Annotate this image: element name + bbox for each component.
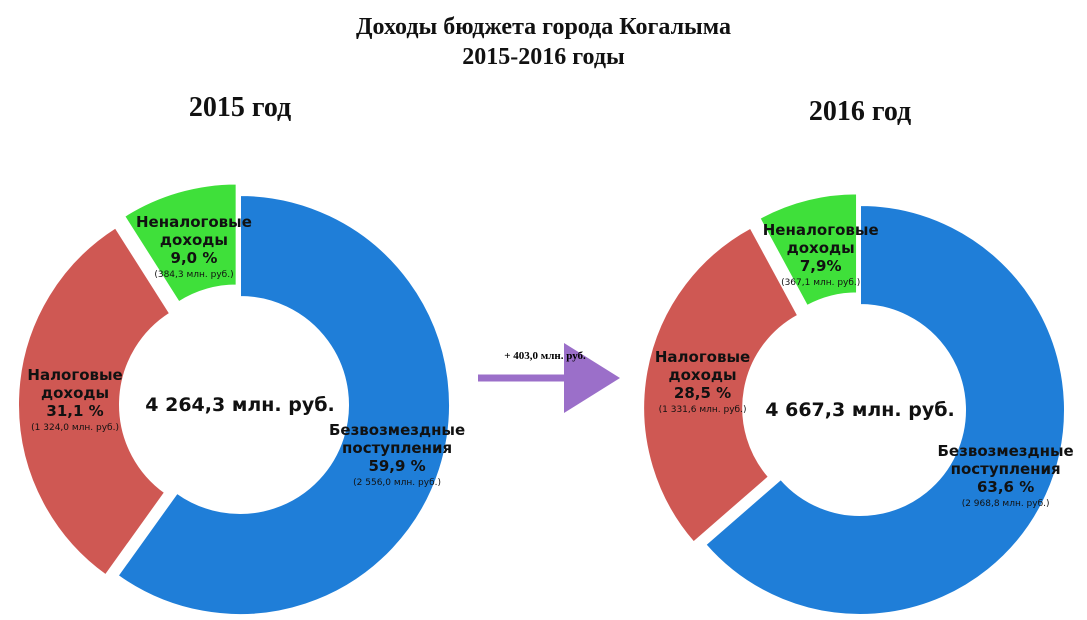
- category-label: Безвозмездные поступления: [328, 421, 466, 458]
- detail-label: (2 556,0 млн. руб.): [353, 478, 441, 489]
- slice-label: Безвозмездные поступления 63,6 % (2 968,8 …: [936, 442, 1076, 510]
- donut-slice: [703, 203, 1066, 616]
- annotation: + 403,0 млн. руб.: [504, 350, 586, 362]
- subtitle: 2015-2016 годы: [462, 44, 625, 70]
- donut-slice: [116, 193, 451, 616]
- category-label: Налоговые доходы: [27, 366, 123, 403]
- detail-label: (1 324,0 млн. руб.): [31, 423, 119, 434]
- value-label: 63,6 %: [976, 478, 1035, 497]
- value-label: 7,9%: [799, 256, 842, 275]
- center-label: 4 667,3 млн. руб.: [765, 399, 955, 421]
- value-label: 9,0 %: [170, 248, 218, 267]
- donut-slice: [642, 226, 800, 544]
- value-label: 31,1 %: [46, 402, 104, 421]
- category-label: Неналоговые доходы: [136, 212, 252, 249]
- donut-slice: [17, 225, 172, 577]
- detail-label: (384,3 млн. руб.): [154, 269, 234, 280]
- slice-label: Налоговые доходы 28,5 % (1 331,6 млн. руб.…: [633, 348, 773, 416]
- title: Доходы бюджета города Когалыма: [356, 14, 731, 40]
- slice-label: Неналоговые доходы 7,9% (367,1 млн. руб.): [751, 221, 891, 289]
- chart-title: 2015 год: [188, 92, 292, 123]
- category-label: Неналоговые доходы: [762, 220, 879, 257]
- category-label: Безвозмездные поступления: [937, 442, 1074, 479]
- donut-slice: [122, 182, 238, 304]
- detail-label: (367,1 млн. руб.): [781, 277, 861, 288]
- category-label: Налоговые доходы: [654, 347, 751, 384]
- chart-title: 2016 год: [808, 96, 912, 127]
- value-label: 28,5 %: [673, 383, 732, 402]
- center-label: 4 264,3 млн. руб.: [145, 394, 335, 416]
- detail-label: (2 968,8 млн. руб.): [961, 499, 1050, 510]
- detail-label: (1 331,6 млн. руб.): [658, 404, 747, 415]
- slice-label: Неналоговые доходы 9,0 % (384,3 млн. руб.): [124, 213, 264, 281]
- slice-label: Безвозмездные поступления 59,9 % (2 556,0 …: [327, 422, 467, 490]
- value-label: 59,9 %: [368, 457, 426, 476]
- slice-label: Налоговые доходы 31,1 % (1 324,0 млн. руб.…: [5, 366, 145, 434]
- donut-slice: [758, 192, 859, 308]
